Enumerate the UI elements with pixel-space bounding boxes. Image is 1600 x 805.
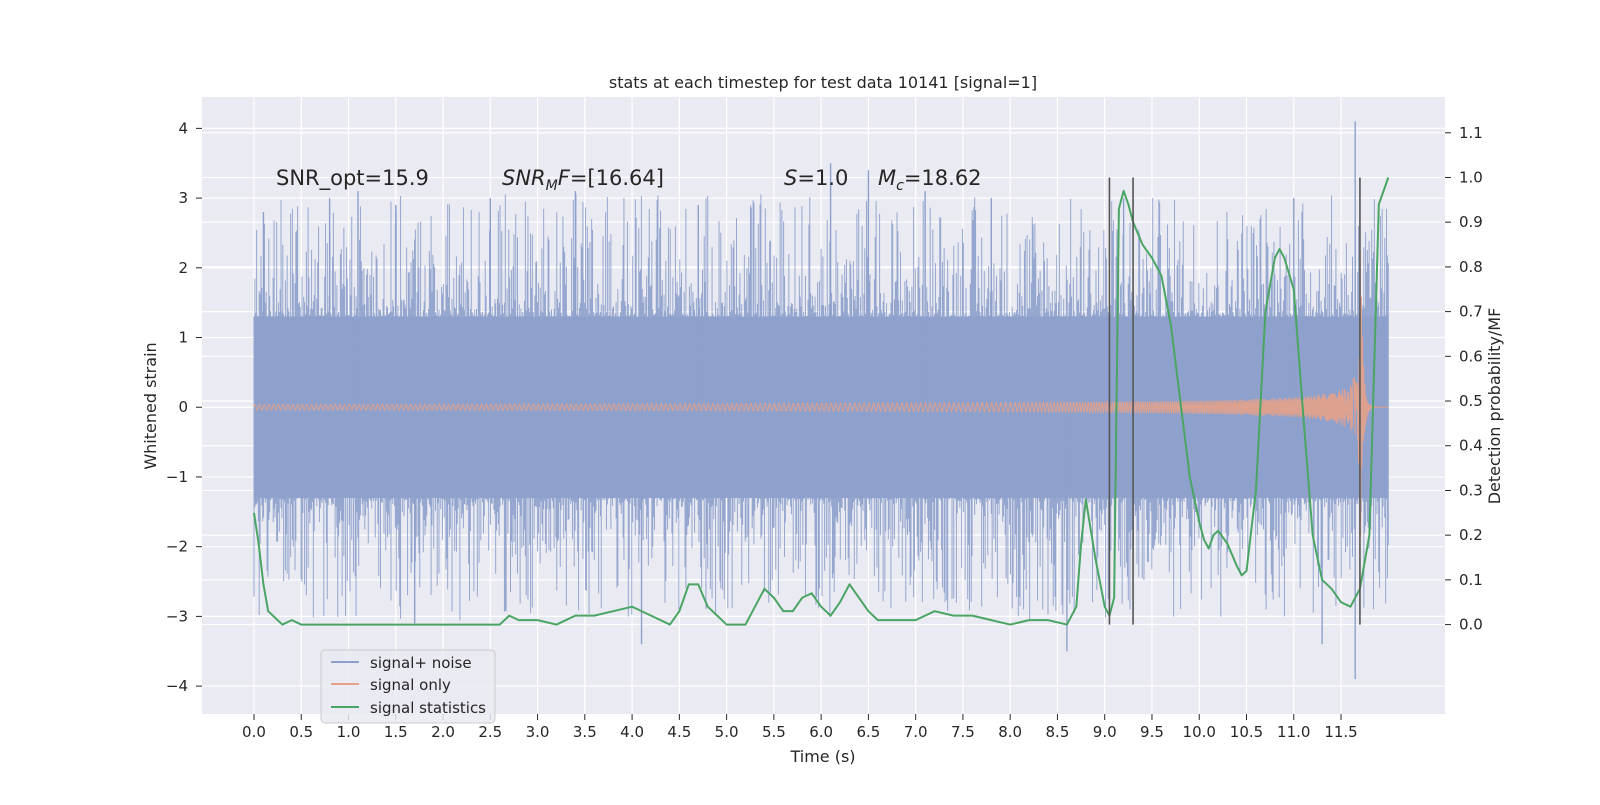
- x-tick-label-23: 11.5: [1324, 723, 1357, 741]
- x-tick-label-0: 0.0: [242, 723, 266, 741]
- vertical-lines: [1108, 177, 1361, 625]
- x-tick-label-13: 6.5: [856, 723, 880, 741]
- annotation-mc-value: =18.62: [904, 166, 982, 190]
- x-tick-label-1: 0.5: [289, 723, 313, 741]
- x-tick-label-18: 9.0: [1093, 723, 1117, 741]
- x-tick-label-15: 7.5: [951, 723, 975, 741]
- series-signal-statistics: [253, 177, 1390, 626]
- legend-box: [320, 649, 496, 724]
- x-tick-label-2: 1.0: [337, 723, 361, 741]
- x-tick-label-19: 9.5: [1140, 723, 1164, 741]
- series-layer: [253, 121, 1390, 680]
- y-right-tick-label-4: 0.4: [1459, 437, 1483, 455]
- chart-title: stats at each timestep for test data 101…: [609, 73, 1037, 92]
- legend-label-signal-only: signal only: [370, 676, 451, 694]
- x-tick-label-11: 5.5: [762, 723, 786, 741]
- y-right-tick-label-8: 0.8: [1459, 258, 1483, 276]
- x-tick-label-22: 11.0: [1277, 723, 1310, 741]
- y-right-tick-label-3: 0.3: [1459, 481, 1483, 499]
- x-tick-label-10: 5.0: [715, 723, 739, 741]
- y-left-tick-label-1: −3: [166, 607, 188, 625]
- y-left-tick-label-4: 0: [178, 398, 188, 416]
- y-right-tick-label-10: 1.0: [1459, 168, 1483, 186]
- annotation-snr-opt: SNR_opt=15.9: [276, 166, 429, 191]
- x-tick-label-16: 8.0: [998, 723, 1022, 741]
- y-left-tick-label-0: −4: [166, 677, 188, 695]
- x-tick-label-4: 2.0: [431, 723, 455, 741]
- annotation-snr-mf-value: =[16.64]: [570, 166, 664, 190]
- legend: signal+ noise signal only signal statist…: [320, 649, 496, 724]
- y-right-tick-label-0: 0.0: [1459, 616, 1483, 634]
- x-tick-label-14: 7.0: [904, 723, 928, 741]
- x-tick-label-21: 10.5: [1230, 723, 1263, 741]
- y-right-tick-label-7: 0.7: [1459, 303, 1483, 321]
- y-axis-right-label: Detection probability/MF: [1485, 308, 1504, 505]
- y-axis-right: 0.0 0.1 0.2 0.3 0.4 0.5 0.6 0.7 0.8 0.9 1.0 1.1: [1445, 124, 1483, 634]
- y-right-tick-label-9: 0.9: [1459, 213, 1483, 231]
- annotation-s: S=1.0: [784, 166, 848, 190]
- y-left-tick-label-2: −2: [166, 538, 188, 556]
- y-right-tick-label-2: 0.2: [1459, 526, 1483, 544]
- y-right-tick-label-11: 1.1: [1459, 124, 1483, 142]
- x-axis-label: Time (s): [789, 747, 855, 766]
- x-tick-label-17: 8.5: [1046, 723, 1070, 741]
- x-tick-label-7: 3.5: [573, 723, 597, 741]
- x-tick-label-3: 1.5: [384, 723, 408, 741]
- y-axis-left-label: Whitened strain: [141, 342, 160, 469]
- y-left-tick-label-8: 4: [178, 119, 188, 137]
- annotation-mc: Mc=18.62: [878, 166, 982, 194]
- series-signal-only: [253, 249, 1389, 537]
- y-left-tick-label-3: −1: [166, 468, 188, 486]
- x-tick-label-8: 4.0: [620, 723, 644, 741]
- y-right-tick-label-5: 0.5: [1459, 392, 1483, 410]
- x-tick-label-20: 10.0: [1183, 723, 1216, 741]
- y-right-tick-label-1: 0.1: [1459, 571, 1483, 589]
- y-left-tick-label-6: 2: [178, 259, 188, 277]
- series-signal-noise: [253, 194, 1389, 621]
- x-tick-label-9: 4.5: [667, 723, 691, 741]
- legend-label-signal-noise: signal+ noise: [370, 654, 472, 672]
- legend-label-signal-statistics: signal statistics: [370, 699, 486, 717]
- y-right-tick-label-6: 0.6: [1459, 347, 1483, 365]
- x-tick-label-6: 3.0: [526, 723, 550, 741]
- series-signal-noise-spikes: [262, 121, 1356, 680]
- y-left-tick-label-7: 3: [178, 189, 188, 207]
- annotation-snr-mf: SNRMF=[16.64]: [502, 166, 664, 194]
- x-tick-label-12: 6.0: [809, 723, 833, 741]
- x-axis: 0.0 0.5 1.0 1.5 2.0 2.5 3.0 3.5 4.0 4.5 5.0 5.5 6.0 6…: [242, 714, 1358, 741]
- y-left-tick-label-5: 1: [178, 329, 188, 347]
- annotation-s-value: =1.0: [797, 166, 848, 190]
- y-axis-left: −4 −3 −2 −1 0 1 2 3 4: [166, 119, 202, 695]
- x-tick-label-5: 2.5: [478, 723, 502, 741]
